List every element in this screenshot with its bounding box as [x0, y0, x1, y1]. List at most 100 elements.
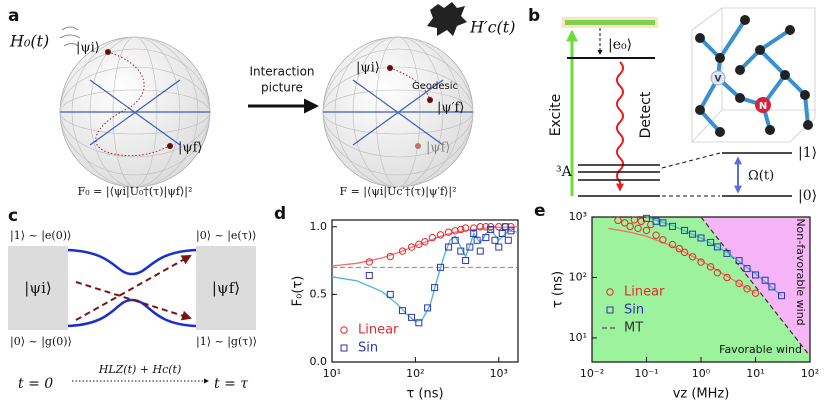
- data-point: [621, 219, 629, 227]
- legend-marker: [606, 288, 614, 296]
- legend-marker: [340, 326, 348, 334]
- state-label: |ψf⟩: [178, 141, 202, 156]
- data-point: [681, 226, 689, 234]
- detect-label: Detect: [638, 91, 654, 138]
- panel-label: d: [274, 204, 286, 224]
- region: [592, 217, 810, 362]
- data-point: [723, 249, 731, 257]
- data-point: [482, 234, 490, 242]
- state-point: [387, 65, 393, 71]
- data-point: [743, 265, 751, 273]
- data-point: [457, 247, 465, 255]
- data-point: [706, 263, 715, 271]
- level-label: ³A: [556, 164, 573, 180]
- data-point: [491, 236, 499, 244]
- geodesic-label: Geodesic: [412, 81, 458, 92]
- y-tick-label: 10²: [569, 270, 587, 283]
- panel-label: b: [528, 6, 540, 26]
- legend-label: Linear: [624, 285, 665, 300]
- data-point: [436, 231, 445, 239]
- data-point: [487, 225, 495, 233]
- data-point: [504, 236, 512, 244]
- level-label: |e₀⟩: [608, 37, 632, 53]
- data-point: [761, 276, 769, 284]
- data-point: [707, 238, 715, 246]
- data-point: [614, 216, 622, 225]
- data-point: [630, 216, 639, 224]
- hamiltonian: HLZ(t) + Hc(t): [98, 363, 182, 376]
- state-point: [167, 143, 173, 149]
- excite-label: Excite: [548, 94, 564, 137]
- data-point: [626, 222, 634, 231]
- state-label: |ψi⟩: [356, 61, 380, 76]
- data-point: [634, 224, 642, 233]
- data-point: [643, 214, 650, 222]
- chart: d 10¹ 10² 10³ 0.0 0.5 1.0 τ (ns) F₀(τ) Linear Sin: [274, 204, 519, 402]
- data-point: [507, 227, 515, 235]
- data-point: [386, 252, 394, 261]
- connector: [661, 152, 721, 169]
- arrow-label: Interaction: [249, 65, 314, 79]
- x-tick-label: 10¹: [746, 367, 764, 380]
- data-point: [642, 226, 651, 235]
- state-point: [427, 97, 433, 103]
- x-tick-label: 10¹: [323, 367, 341, 380]
- energy-level: [67, 298, 197, 328]
- data-point: [752, 271, 759, 279]
- wind-icon: [59, 26, 81, 47]
- y-axis-label: F₀(τ): [291, 276, 306, 307]
- annotation: Favorable wind: [719, 343, 802, 356]
- legend-label: Sin: [624, 303, 644, 318]
- data-point: [689, 230, 697, 238]
- data-point: [451, 236, 459, 244]
- x-axis-label: vz (MHz): [673, 387, 730, 402]
- plot-frame: [331, 219, 519, 363]
- time-label: t = 0: [18, 376, 53, 392]
- state-label: |1⟩ ~ |g(τ)⟩: [196, 335, 257, 349]
- legend-marker: [606, 306, 614, 314]
- data-point: [778, 292, 786, 300]
- data-point: [735, 257, 743, 265]
- data-point: [408, 313, 416, 321]
- fidelity-formula: F₀ = |⟨ψi|U₀†(τ)|ψf⟩|²: [78, 185, 193, 199]
- x-tick-label: 10³: [490, 367, 508, 380]
- data-point: [407, 243, 416, 251]
- state-box: [196, 246, 256, 330]
- state-label: |ψ′f⟩: [437, 101, 464, 116]
- data-point: [398, 307, 406, 315]
- data-point: [398, 247, 407, 255]
- data-point: [476, 223, 484, 231]
- data-point: [697, 258, 705, 266]
- state-point: [415, 143, 421, 149]
- x-tick-label: 10²: [801, 367, 819, 380]
- legend-label: MT: [624, 321, 643, 336]
- data-point: [743, 285, 751, 293]
- data-point: [421, 237, 429, 246]
- crystal: [691, 7, 816, 143]
- state-point: [105, 49, 111, 55]
- fidelity-formula: F = |⟨ψi|Uc′†(τ)|ψ′f⟩|²: [339, 185, 456, 199]
- panel-a: a H₀(t) |ψi⟩ |ψf⟩ F₀ = |⟨ψi|U₀†(τ)|ψf⟩|²…: [8, 2, 515, 199]
- data-point: [415, 319, 423, 327]
- detect-arrow: [616, 61, 624, 192]
- data-point: [476, 247, 484, 255]
- data-point: [751, 289, 760, 297]
- panel-label: a: [8, 6, 19, 26]
- drive-label: Ω(t): [748, 169, 774, 184]
- nitrogen: [755, 97, 771, 113]
- data-point: [436, 263, 444, 271]
- data-point: [675, 244, 684, 253]
- y-tick-label: 10¹: [569, 331, 587, 344]
- state-label: |0⟩ ~ |e(τ)⟩: [196, 229, 256, 243]
- data-point: [473, 236, 481, 244]
- chart: e 10⁻² 10⁻¹ 10⁰ 10¹ 10² 10¹ 10² 10³ vz (MHz) τ (ns…: [534, 201, 819, 402]
- annotation: Non-favorable wind: [794, 218, 807, 325]
- y-tick-label: 0.0: [310, 355, 328, 368]
- data-point: [424, 304, 432, 312]
- x-tick-label: 10⁻¹: [634, 367, 658, 380]
- data-point: [768, 283, 776, 291]
- transition-arrow: [75, 255, 192, 321]
- data-point: [668, 240, 677, 249]
- hand-icon: [427, 2, 467, 36]
- arrow-label: picture: [261, 81, 303, 95]
